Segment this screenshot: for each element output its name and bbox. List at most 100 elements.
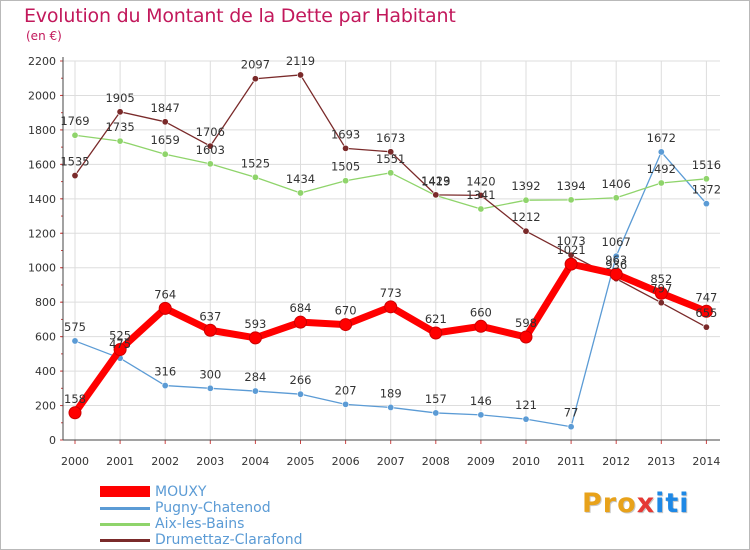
- chart-title: Evolution du Montant de la Dette par Hab…: [24, 5, 456, 27]
- data-label-drumettaz-clarafond: 655: [695, 306, 717, 320]
- point-mouxy: [699, 304, 713, 318]
- y-tick-label: 2000: [28, 89, 56, 102]
- y-tick-label: 1800: [28, 124, 56, 137]
- data-label-mouxy: 773: [380, 286, 402, 300]
- data-label-aix-les-bains: 1392: [511, 179, 540, 193]
- y-axis-unit: (en €): [26, 29, 62, 43]
- data-label-mouxy: 747: [695, 290, 717, 304]
- data-label-drumettaz-clarafond: 1212: [511, 210, 540, 224]
- data-labels: 575 475 316 300 284 266 207 189 157 146 121 77 1067 1…: [60, 54, 721, 420]
- point-pugny-chatenod: [296, 390, 304, 398]
- point-aix-les-bains: [387, 169, 395, 177]
- point-pugny-chatenod: [612, 252, 620, 260]
- legend-swatch: [100, 486, 150, 497]
- y-tick-label: 200: [35, 400, 56, 413]
- x-tick-label: 2001: [106, 455, 134, 468]
- data-label-pugny-chatenod: 316: [154, 365, 176, 379]
- x-tick-label: 2000: [61, 455, 89, 468]
- legend-label: MOUXY: [155, 484, 207, 500]
- point-aix-les-bains: [161, 150, 169, 158]
- legend-label: Drumettaz-Clarafond: [155, 532, 303, 548]
- data-label-pugny-chatenod: 1067: [602, 235, 631, 249]
- point-pugny-chatenod: [522, 415, 530, 423]
- y-tick-label: 2200: [28, 55, 56, 68]
- data-label-mouxy: 684: [290, 301, 312, 315]
- x-tick-label: 2013: [647, 455, 675, 468]
- legend-swatch: [100, 539, 150, 542]
- data-label-pugny-chatenod: 475: [109, 337, 131, 351]
- data-label-aix-les-bains: 1505: [331, 160, 360, 174]
- data-label-drumettaz-clarafond: 1905: [105, 91, 134, 105]
- point-pugny-chatenod: [161, 382, 169, 390]
- point-mouxy: [113, 343, 127, 357]
- data-label-aix-les-bains: 1735: [105, 120, 134, 134]
- point-mouxy: [384, 300, 398, 314]
- data-label-pugny-chatenod: 157: [425, 392, 447, 406]
- point-drumettaz-clarafond: [206, 142, 214, 150]
- data-label-pugny-chatenod: 266: [290, 373, 312, 387]
- data-label-mouxy: 525: [109, 329, 131, 343]
- point-mouxy: [158, 301, 172, 315]
- point-mouxy: [609, 267, 623, 281]
- point-aix-les-bains: [522, 196, 530, 204]
- data-label-drumettaz-clarafond: 1420: [466, 174, 495, 188]
- data-label-drumettaz-clarafond: 2119: [286, 54, 315, 68]
- data-label-aix-les-bains: 1603: [196, 143, 225, 157]
- data-label-mouxy: 593: [244, 317, 266, 331]
- data-label-drumettaz-clarafond: 1673: [376, 131, 405, 145]
- data-label-aix-les-bains: 1769: [60, 114, 89, 128]
- point-aix-les-bains: [342, 177, 350, 185]
- x-tick-label: 2004: [241, 455, 269, 468]
- point-pugny-chatenod: [342, 400, 350, 408]
- point-pugny-chatenod: [477, 411, 485, 419]
- point-aix-les-bains: [71, 131, 79, 139]
- point-pugny-chatenod: [71, 337, 79, 345]
- y-tick-label: 400: [35, 365, 56, 378]
- point-mouxy: [519, 330, 533, 344]
- legend-label: Aix-les-Bains: [155, 516, 245, 532]
- point-mouxy: [248, 331, 262, 345]
- data-label-drumettaz-clarafond: 1706: [196, 125, 225, 139]
- data-label-pugny-chatenod: 207: [335, 383, 357, 397]
- point-pugny-chatenod: [702, 200, 710, 208]
- data-label-drumettaz-clarafond: 1693: [331, 127, 360, 141]
- point-pugny-chatenod: [206, 384, 214, 392]
- y-tick-label: 1000: [28, 262, 56, 275]
- x-tick-label: 2010: [512, 455, 540, 468]
- data-label-aix-les-bains: 1341: [466, 188, 495, 202]
- data-label-mouxy: 158: [64, 392, 86, 406]
- y-tick-label: 800: [35, 296, 56, 309]
- data-label-drumettaz-clarafond: 1423: [421, 174, 450, 188]
- y-tick-label: 0: [49, 434, 56, 447]
- data-label-mouxy: 852: [650, 272, 672, 286]
- point-pugny-chatenod: [432, 409, 440, 417]
- point-drumettaz-clarafond: [161, 118, 169, 126]
- data-label-mouxy: 1021: [556, 243, 585, 257]
- point-drumettaz-clarafond: [251, 75, 259, 83]
- point-pugny-chatenod: [387, 403, 395, 411]
- data-label-drumettaz-clarafond: 2097: [241, 58, 270, 72]
- point-drumettaz-clarafond: [387, 148, 395, 156]
- point-mouxy: [294, 315, 307, 329]
- data-label-pugny-chatenod: 121: [515, 398, 537, 412]
- point-mouxy: [339, 318, 353, 332]
- point-drumettaz-clarafond: [116, 108, 124, 116]
- point-mouxy: [429, 326, 443, 340]
- point-mouxy: [564, 257, 578, 271]
- data-label-drumettaz-clarafond: 1073: [556, 234, 585, 248]
- point-pugny-chatenod: [657, 148, 665, 156]
- point-mouxy: [654, 286, 668, 300]
- data-label-mouxy: 637: [199, 309, 221, 323]
- legend-swatch: [100, 523, 150, 526]
- y-tick-label: 1400: [28, 193, 56, 206]
- x-tick-label: 2002: [151, 455, 179, 468]
- data-label-aix-les-bains: 1551: [376, 152, 405, 166]
- series-aix-les-bains: [71, 131, 710, 213]
- data-label-aix-les-bains: 1516: [692, 158, 721, 172]
- data-label-aix-les-bains: 1434: [286, 172, 315, 186]
- y-tick-label: 1600: [28, 158, 56, 171]
- data-label-aix-les-bains: 1419: [421, 175, 450, 189]
- y-tick-label: 600: [35, 331, 56, 344]
- data-label-aix-les-bains: 1659: [151, 133, 180, 147]
